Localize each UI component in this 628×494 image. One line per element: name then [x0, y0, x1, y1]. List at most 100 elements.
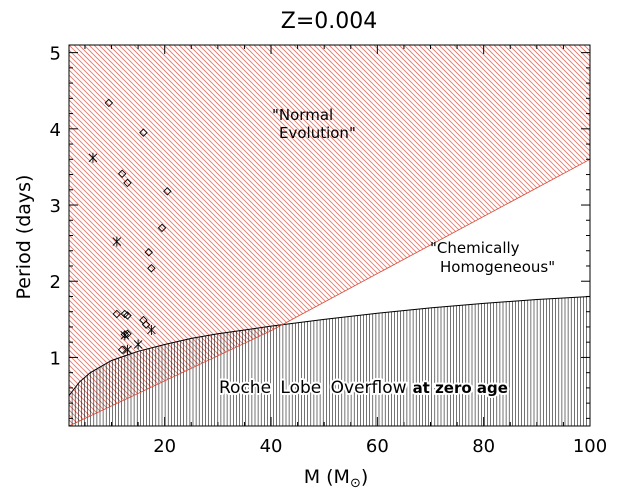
- hatch-line: [69, 45, 315, 426]
- hatch-line: [69, 45, 155, 426]
- y-tick-label: 5: [50, 44, 61, 65]
- hatch-line: [69, 45, 415, 426]
- y-tick-label: 3: [50, 196, 61, 217]
- hatch-line: [69, 45, 80, 426]
- hatch-line: [568, 45, 590, 426]
- hatch-line: [438, 45, 590, 426]
- diamond-marker: [117, 169, 127, 179]
- hatch-line: [383, 45, 590, 426]
- region-label-rlo-main: Roche Lobe Overflow: [219, 378, 407, 398]
- hatch-line: [498, 45, 590, 426]
- asterisk-marker: [133, 339, 143, 350]
- roche-lobe-boundary-line: [69, 295, 590, 396]
- hatch-line: [443, 45, 590, 426]
- diamond-marker: [144, 248, 153, 257]
- hatch-line: [614, 45, 628, 475]
- region-label-normal-line2: Evolution": [279, 124, 356, 142]
- hatch-line: [463, 45, 590, 426]
- asterisk-marker: [88, 152, 98, 163]
- y-tick-label: 1: [50, 348, 61, 369]
- hatch-line: [573, 45, 590, 426]
- hatch-line: [543, 45, 590, 426]
- hatch-line: [488, 45, 590, 426]
- diamond-marker: [141, 320, 151, 329]
- hatch-line: [428, 45, 590, 426]
- hatch-line: [604, 45, 628, 475]
- hatch-line: [69, 45, 165, 426]
- diamond-marker: [147, 264, 156, 273]
- hatch-line: [69, 45, 395, 426]
- hatch-line: [619, 45, 628, 475]
- x-tick-label: 80: [472, 436, 495, 457]
- chart-title: Z=0.004: [281, 9, 378, 34]
- hatch-line: [493, 45, 590, 426]
- diamond-marker: [163, 187, 172, 196]
- hatch-line: [403, 45, 590, 426]
- hatch-line: [448, 45, 590, 426]
- y-tick-label: 2: [50, 272, 61, 293]
- hatch-line: [69, 45, 245, 426]
- asterisk-marker: [147, 324, 156, 335]
- x-axis-label-symbol: ⊙: [350, 476, 361, 491]
- hatch-line: [69, 45, 175, 426]
- axis-ticks: 20 40 60 80 100 1 2 3 4 5: [50, 44, 608, 457]
- hatch-line: [69, 45, 150, 426]
- hatch-line: [69, 45, 255, 426]
- hatch-line: [478, 45, 590, 426]
- asterisk-marker: [120, 330, 130, 341]
- hatch-line: [578, 45, 590, 426]
- hatch-line: [513, 45, 590, 426]
- normal-evolution-boundary-line: [69, 158, 590, 426]
- x-tick-label: 60: [366, 436, 389, 457]
- y-axis-label: Period (days): [13, 175, 35, 300]
- region-label-chemically-line2: Homogeneous": [440, 258, 555, 276]
- diamond-marker: [117, 345, 127, 355]
- hatch-line: [624, 45, 628, 475]
- hatch-line: [69, 45, 295, 426]
- hatch-line: [609, 45, 628, 475]
- hatch-line: [468, 45, 590, 426]
- hatch-line: [418, 45, 590, 426]
- region-label-rlo: Roche Lobe Overflow at zero age: [219, 378, 508, 398]
- hatch-line: [388, 45, 590, 426]
- hatch-line: [473, 45, 590, 426]
- hatch-line: [69, 45, 170, 426]
- diamond-marker: [104, 98, 114, 108]
- hatch-line: [583, 45, 590, 426]
- x-tick-label: 100: [573, 436, 607, 457]
- hatch-line: [378, 45, 590, 426]
- hatch-line: [458, 45, 590, 426]
- y-tick-label: 4: [50, 120, 61, 141]
- hatch-line: [69, 45, 75, 426]
- hatch-line: [483, 45, 590, 426]
- region-label-chemically-line1: "Chemically: [430, 239, 520, 257]
- hatch-line: [398, 45, 590, 426]
- asterisk-marker: [112, 236, 122, 247]
- hatch-line: [423, 45, 590, 426]
- hatch-line: [588, 45, 590, 426]
- region-label-normal-line1: "Normal: [272, 106, 333, 124]
- hatch-line: [393, 45, 590, 426]
- hatch-line: [408, 45, 590, 426]
- roche-lobe-overflow-region: [69, 296, 590, 426]
- x-axis-label: M (M⊙): [304, 466, 369, 491]
- hatch-line: [433, 45, 590, 426]
- hatch-line: [69, 45, 285, 426]
- x-axis-label-close: ): [361, 466, 368, 488]
- hatch-line: [508, 45, 590, 426]
- hatch-line: [594, 45, 628, 475]
- data-markers: [88, 98, 172, 355]
- hatch-line: [453, 45, 590, 426]
- asterisk-marker: [123, 344, 132, 355]
- diamond-marker: [157, 223, 167, 233]
- region-label-rlo-bold: at zero age: [413, 379, 508, 397]
- x-tick-label: 20: [153, 436, 176, 457]
- diamond-marker: [139, 128, 148, 137]
- hatch-line: [69, 45, 180, 426]
- diamond-marker: [112, 309, 122, 319]
- x-tick-label: 40: [260, 436, 283, 457]
- hatch-line: [599, 45, 628, 475]
- x-axis-label-text: M (M: [304, 466, 350, 488]
- diamond-marker: [123, 311, 132, 320]
